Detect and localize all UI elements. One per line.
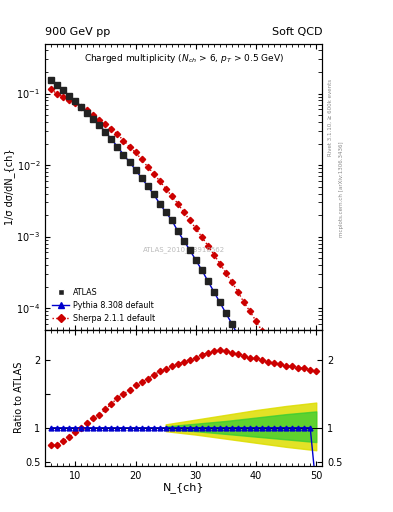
Y-axis label: Ratio to ATLAS: Ratio to ATLAS (14, 362, 24, 434)
Text: Charged multiplicity ($N_{ch}$ > 6, $p_T$ > 0.5 GeV): Charged multiplicity ($N_{ch}$ > 6, $p_T… (84, 52, 284, 65)
Text: 900 GeV pp: 900 GeV pp (45, 27, 110, 37)
X-axis label: N_{ch}: N_{ch} (163, 482, 204, 493)
Text: ATLAS_2010_S8918562: ATLAS_2010_S8918562 (143, 246, 225, 253)
Legend: ATLAS, Pythia 8.308 default, Sherpa 2.1.1 default: ATLAS, Pythia 8.308 default, Sherpa 2.1.… (49, 286, 158, 326)
Y-axis label: 1/σ dσ/dN_{ch}: 1/σ dσ/dN_{ch} (4, 148, 15, 225)
Text: Rivet 3.1.10, ≥ 600k events: Rivet 3.1.10, ≥ 600k events (328, 79, 333, 156)
Text: mcplots.cern.ch [arXiv:1306.3436]: mcplots.cern.ch [arXiv:1306.3436] (339, 142, 344, 237)
Text: Soft QCD: Soft QCD (272, 27, 322, 37)
